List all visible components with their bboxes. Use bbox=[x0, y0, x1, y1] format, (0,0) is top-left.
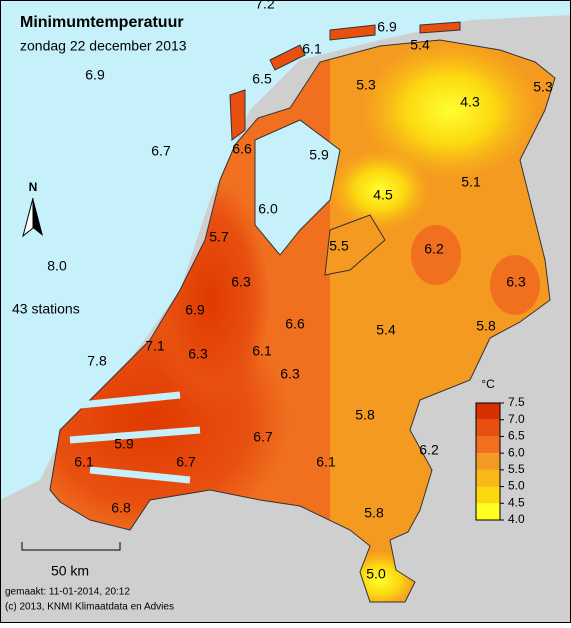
wadden-islands bbox=[229, 21, 461, 141]
station-value: 5.8 bbox=[476, 318, 496, 334]
station-value: 6.3 bbox=[188, 346, 208, 362]
station-value: 6.6 bbox=[232, 141, 252, 157]
station-value: 5.4 bbox=[376, 322, 396, 338]
station-value: 6.0 bbox=[258, 201, 278, 217]
station-value: 6.9 bbox=[85, 67, 105, 83]
legend-tick-label: 4.0 bbox=[508, 512, 525, 526]
station-value: 6.7 bbox=[151, 143, 171, 159]
station-value: 5.8 bbox=[355, 407, 375, 423]
station-value: 6.2 bbox=[419, 442, 439, 458]
station-labels: 7.2 6.9 5.4 6.1 6.9 6.5 5.3 4.3 5.3 6.7 6.6 5.9 4.5 5… bbox=[47, 0, 553, 582]
station-value: 5.8 bbox=[364, 505, 384, 521]
station-value: 6.7 bbox=[253, 429, 273, 445]
legend-frame bbox=[475, 402, 501, 521]
station-value: 6.8 bbox=[111, 500, 131, 516]
legend-tick-label: 5.0 bbox=[508, 479, 525, 493]
legend-tick-label: 7.0 bbox=[508, 412, 525, 426]
station-value: 5.4 bbox=[410, 37, 430, 53]
estuaries bbox=[69, 391, 201, 484]
station-value: 6.9 bbox=[185, 302, 205, 318]
station-value: 5.0 bbox=[366, 566, 386, 582]
title: Minimumtemperatuur bbox=[20, 14, 184, 31]
station-value: 6.3 bbox=[231, 274, 251, 290]
station-value: 6.1 bbox=[252, 343, 272, 359]
station-count: 43 stations bbox=[12, 301, 80, 317]
station-value: 6.1 bbox=[302, 41, 322, 57]
station-value: 5.3 bbox=[356, 77, 376, 93]
compass-arrow bbox=[33, 198, 43, 236]
subtitle: zondag 22 december 2013 bbox=[20, 38, 187, 54]
legend-tick-label: 6.5 bbox=[508, 429, 525, 443]
station-value: 6.1 bbox=[74, 454, 94, 470]
station-value: 5.9 bbox=[309, 147, 329, 163]
sea bbox=[0, 0, 571, 500]
station-value: 6.5 bbox=[252, 71, 272, 87]
footer-copyright: (c) 2013, KNMI Klimaatdata en Advies bbox=[5, 602, 174, 613]
footer-made: gemaakt: 11-01-2014, 20:12 bbox=[5, 587, 130, 598]
station-value: 6.6 bbox=[285, 316, 305, 332]
station-value: 7.8 bbox=[87, 353, 107, 369]
flevoland bbox=[324, 214, 386, 276]
compass-arrow bbox=[22, 197, 34, 238]
legend-swatch bbox=[476, 419, 500, 437]
station-value: 7.2 bbox=[255, 0, 275, 12]
station-value: 6.7 bbox=[176, 454, 196, 470]
station-value: 6.9 bbox=[377, 19, 397, 35]
legend-swatch bbox=[476, 403, 500, 420]
legend-swatch bbox=[476, 436, 500, 454]
legend-tick-label: 5.5 bbox=[508, 462, 525, 476]
station-value: 6.2 bbox=[424, 241, 444, 257]
legend-swatch bbox=[476, 486, 500, 504]
station-value: 6.3 bbox=[280, 366, 300, 382]
station-value: 6.3 bbox=[506, 274, 526, 290]
ijsselmeer bbox=[254, 119, 341, 256]
station-value: 5.3 bbox=[533, 79, 553, 95]
station-value: 5.7 bbox=[209, 229, 229, 245]
station-value: 7.1 bbox=[145, 338, 165, 354]
legend-swatch bbox=[476, 503, 500, 520]
station-value: 5.9 bbox=[114, 436, 134, 452]
scale-label: 50 km bbox=[51, 563, 89, 579]
station-value: 4.3 bbox=[460, 94, 480, 110]
scale-bar bbox=[21, 542, 121, 551]
station-value: 5.5 bbox=[329, 238, 349, 254]
station-value: 5.1 bbox=[461, 174, 481, 190]
legend-swatch bbox=[476, 469, 500, 487]
legend: 7.5 7.0 6.5 6.0 5.5 5.0 4.5 4.0 bbox=[475, 395, 525, 526]
station-value: 4.5 bbox=[373, 187, 393, 203]
legend-unit: °C bbox=[481, 377, 495, 391]
station-value: 6.1 bbox=[316, 454, 336, 470]
legend-tick-label: 7.5 bbox=[508, 395, 525, 409]
legend-tick-label: 4.5 bbox=[508, 495, 525, 509]
legend-swatch bbox=[476, 453, 500, 470]
compass-label: N bbox=[29, 180, 38, 194]
legend-tick-label: 6.0 bbox=[508, 445, 525, 459]
station-value: 8.0 bbox=[47, 258, 67, 274]
